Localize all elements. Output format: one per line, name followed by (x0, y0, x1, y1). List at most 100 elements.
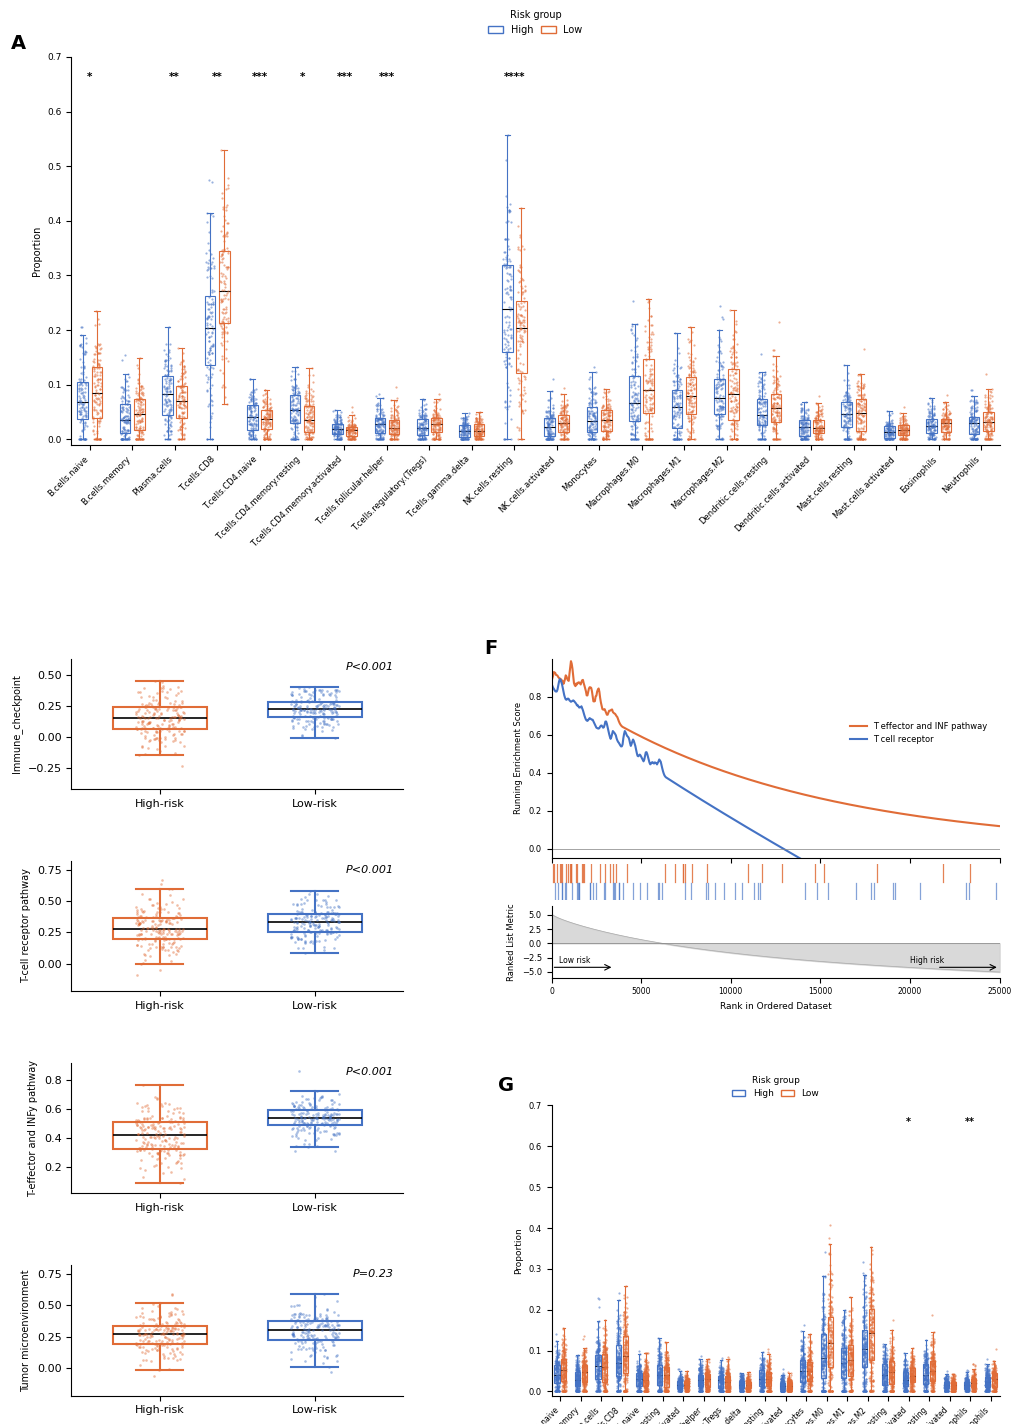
Point (332, 406, 348, 429)
Point (733, 1367, 749, 1390)
Point (728, 429, 744, 451)
Point (611, 1320, 628, 1343)
Point (680, 1371, 696, 1394)
Point (432, 397, 448, 420)
Point (965, 1371, 981, 1394)
Point (801, 1380, 817, 1403)
Point (284, 1116, 301, 1139)
Point (618, 1329, 634, 1351)
Point (835, 1312, 851, 1334)
Point (631, 1343, 647, 1366)
Point (138, 1321, 154, 1344)
Point (131, 1323, 148, 1346)
Point (136, 1323, 152, 1346)
Point (966, 1377, 982, 1400)
Point (984, 1380, 1001, 1403)
Point (568, 1367, 584, 1390)
Point (857, 1313, 873, 1336)
Point (284, 715, 301, 738)
Point (116, 427, 132, 450)
Point (751, 429, 767, 451)
Point (558, 417, 575, 440)
Point (712, 413, 729, 436)
Point (719, 1380, 736, 1403)
Point (132, 376, 149, 399)
Point (945, 1377, 961, 1400)
Point (547, 1349, 564, 1371)
Point (287, 907, 304, 930)
Point (216, 238, 232, 261)
Point (619, 1330, 635, 1353)
Point (315, 1105, 331, 1128)
Point (837, 390, 853, 413)
Point (854, 1304, 870, 1327)
Point (903, 1373, 919, 1396)
Point (672, 414, 688, 437)
Point (833, 1351, 849, 1374)
Point (474, 427, 490, 450)
Point (155, 1321, 171, 1344)
Point (861, 1294, 877, 1317)
Point (815, 1307, 832, 1330)
Point (549, 1371, 566, 1394)
Point (765, 413, 782, 436)
Point (629, 1363, 645, 1386)
Point (964, 1373, 980, 1396)
Point (672, 1373, 688, 1396)
Point (812, 1336, 828, 1358)
Point (936, 1374, 953, 1397)
Point (964, 410, 980, 433)
Point (590, 1354, 606, 1377)
Point (843, 1337, 859, 1360)
Point (297, 886, 313, 909)
Point (549, 1377, 566, 1400)
Point (902, 1366, 918, 1388)
Point (284, 409, 301, 431)
Point (801, 1353, 817, 1376)
Point (801, 1357, 817, 1380)
Point (137, 1094, 153, 1116)
Point (262, 402, 278, 424)
Point (842, 1316, 858, 1339)
Point (936, 1378, 953, 1401)
Point (857, 1341, 873, 1364)
Point (678, 1370, 694, 1393)
Point (969, 420, 985, 443)
Point (709, 367, 726, 390)
Point (165, 1317, 181, 1340)
Point (168, 1126, 184, 1149)
Point (917, 1371, 933, 1394)
Point (711, 1378, 728, 1401)
Point (713, 1380, 730, 1403)
Point (599, 393, 615, 416)
Point (431, 417, 447, 440)
Point (862, 1303, 878, 1326)
Point (856, 1363, 872, 1386)
Point (922, 1333, 938, 1356)
Point (344, 420, 361, 443)
Point (760, 1361, 776, 1384)
Point (800, 1380, 816, 1403)
Point (903, 1360, 919, 1383)
Point (708, 399, 725, 422)
Point (756, 419, 772, 441)
Point (632, 1380, 648, 1403)
Point (943, 1380, 959, 1403)
Point (979, 429, 996, 451)
Point (779, 1376, 795, 1398)
Point (247, 396, 263, 419)
Point (594, 1331, 610, 1354)
Point (156, 339, 172, 362)
Point (549, 1370, 566, 1393)
Point (985, 1378, 1002, 1401)
Point (823, 1337, 840, 1360)
Point (499, 209, 516, 232)
Point (884, 1376, 901, 1398)
Point (963, 1377, 979, 1400)
Point (651, 1370, 667, 1393)
Point (115, 380, 131, 403)
Point (793, 1346, 809, 1368)
Point (570, 1370, 586, 1393)
Point (625, 366, 641, 389)
Point (558, 420, 575, 443)
